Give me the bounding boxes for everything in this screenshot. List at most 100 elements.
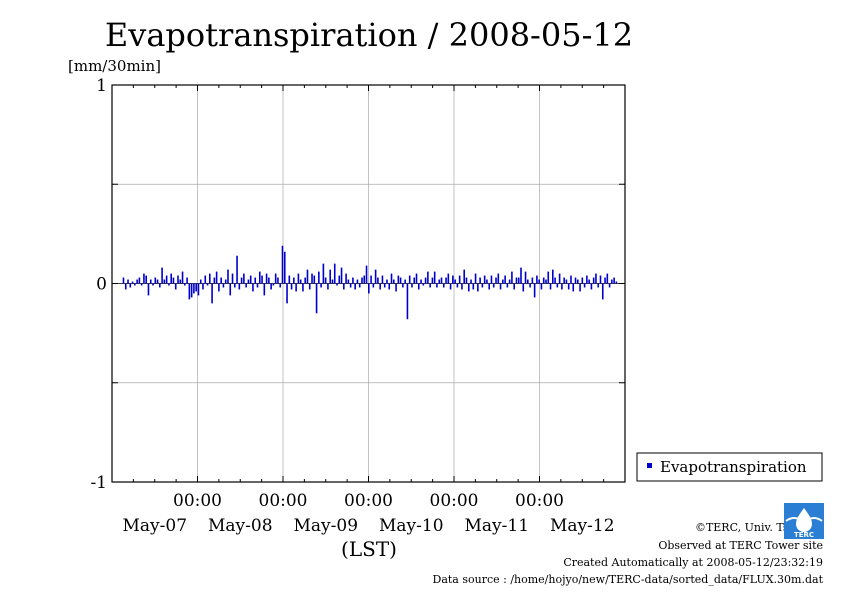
- bar: [422, 283, 425, 286]
- bar: [349, 283, 352, 288]
- bar: [163, 279, 166, 284]
- bar: [122, 277, 125, 284]
- bar: [517, 277, 520, 284]
- bar: [231, 273, 234, 284]
- x-tick-date-label: May-11: [464, 516, 529, 536]
- bar: [513, 283, 515, 290]
- bar: [199, 279, 202, 284]
- bar: [547, 271, 550, 284]
- bar: [304, 277, 307, 284]
- bar: [224, 279, 227, 284]
- bar: [506, 283, 509, 288]
- bar: [345, 273, 347, 284]
- bar: [540, 283, 543, 290]
- bar: [595, 273, 597, 284]
- bar: [340, 267, 343, 284]
- bar: [488, 283, 490, 290]
- axis-ticks: [112, 84, 625, 483]
- bar: [524, 271, 527, 284]
- bar: [174, 283, 177, 290]
- bar: [277, 277, 279, 284]
- bar: [597, 283, 600, 288]
- bar: [315, 283, 318, 314]
- bar: [177, 275, 179, 284]
- bar: [399, 277, 402, 284]
- bar: [147, 283, 150, 296]
- evapotranspiration-bars: [122, 245, 618, 320]
- bar: [190, 283, 193, 298]
- bar: [247, 279, 250, 284]
- x-axis-label: (LST): [341, 537, 397, 561]
- bar: [522, 283, 525, 292]
- x-tick-time-label: 00:00: [173, 491, 222, 511]
- bar: [274, 273, 277, 284]
- bar: [542, 277, 545, 284]
- bar: [379, 283, 381, 290]
- bar: [477, 283, 479, 292]
- bar: [124, 283, 127, 290]
- bar: [211, 283, 213, 304]
- bar: [495, 277, 497, 284]
- bar: [338, 275, 341, 284]
- bar: [238, 283, 241, 290]
- bar: [558, 273, 561, 284]
- bar: [395, 283, 397, 292]
- bar: [159, 283, 161, 288]
- x-tick-time-label: 00:00: [430, 491, 479, 511]
- bar: [308, 283, 311, 290]
- bar: [299, 279, 302, 284]
- x-tick-date-label: May-08: [208, 516, 273, 536]
- bar: [611, 279, 613, 284]
- bar: [297, 273, 300, 284]
- x-tick-date-label: May-09: [293, 516, 358, 536]
- bar: [236, 255, 238, 284]
- bar: [143, 273, 145, 284]
- bar: [245, 283, 247, 288]
- bar: [552, 269, 554, 284]
- logo-text: TERC: [794, 531, 814, 539]
- bar: [583, 283, 586, 288]
- bar: [279, 283, 282, 288]
- bar: [156, 279, 159, 284]
- bar: [261, 275, 263, 284]
- bar: [470, 279, 472, 284]
- x-tick-date-label: May-07: [122, 516, 187, 536]
- bar: [604, 277, 606, 284]
- bar: [270, 283, 272, 290]
- bar: [286, 283, 288, 304]
- bar: [356, 279, 359, 284]
- bar: [184, 283, 186, 286]
- bar: [424, 277, 427, 284]
- bar: [254, 277, 257, 284]
- bar: [152, 283, 154, 286]
- bar: [281, 245, 284, 284]
- bar: [397, 275, 400, 284]
- bar: [615, 281, 618, 284]
- bar: [490, 275, 493, 284]
- bar: [347, 279, 350, 284]
- bar: [417, 283, 420, 290]
- bar: [579, 283, 581, 292]
- bar: [343, 283, 345, 290]
- bar: [302, 283, 304, 292]
- bar: [324, 277, 327, 284]
- legend-swatch: [647, 463, 652, 468]
- bar: [433, 271, 436, 284]
- bar: [431, 277, 434, 284]
- y-tick-label-zero: 0: [96, 275, 107, 295]
- bar: [249, 275, 252, 284]
- bar: [227, 269, 229, 284]
- bar: [361, 277, 363, 284]
- bar: [588, 279, 590, 284]
- bar: [352, 277, 354, 284]
- bar: [545, 279, 547, 284]
- bar: [554, 277, 556, 284]
- footer-created: Created Automatically at 2008-05-12/23:3…: [563, 556, 823, 569]
- bar: [581, 277, 584, 284]
- bar: [306, 269, 309, 284]
- logo-wave-left: [785, 517, 803, 522]
- legend-label: Evapotranspiration: [660, 458, 807, 476]
- bar: [572, 283, 575, 292]
- bar: [222, 283, 225, 288]
- bar: [538, 279, 540, 284]
